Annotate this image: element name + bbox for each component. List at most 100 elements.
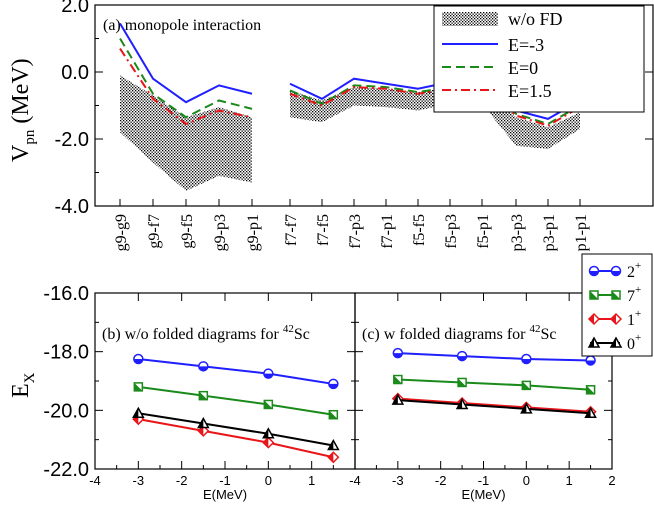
panel-a-monopole-chart: 2.0 0.0 -2.0 -4.0 g9-g9 g9-f7 g9-f5 g9-p3 g9-p1 f… (8, 0, 654, 251)
marker-circle-fill (521, 359, 531, 364)
marker-circle-fill (611, 271, 621, 276)
panel-c-series-line-2 (397, 352, 591, 362)
panel-b-ytick-label: -18.0 (43, 342, 89, 364)
panel-a-xtick-label: g9-f7 (146, 214, 163, 249)
panel-c-xtick-label: 0 (523, 473, 530, 488)
marker-diamond-fill (328, 452, 334, 463)
panel-a-series-line (119, 22, 253, 104)
marker-square-fill (612, 291, 620, 299)
panel-a-xtick-label: g9-p3 (212, 214, 229, 251)
panel-b-ytick-label: -16.0 (43, 283, 89, 305)
panel-a-ytick-label: 0.0 (61, 62, 89, 84)
panel-b-xtick-label: 0 (265, 473, 272, 488)
panel-a-xtick-label: g9-p1 (245, 214, 262, 251)
panel-a-title: (a) monopole interaction (103, 17, 261, 34)
panel-a-xtick-label: f7-f5 (315, 214, 332, 246)
marker-circle-fill (263, 373, 273, 379)
panel-a-band-wo-fd (290, 83, 580, 150)
panel-b-without-folded-chart: -4 -3 -2 -1 0 1 -16.0 -18.0 -20.0 -22.0 E(MeV) (b) … (8, 283, 356, 502)
marker-square-fill (590, 291, 598, 299)
panel-a-ytick-label: 2.0 (61, 0, 89, 17)
panel-c-xtick-label: 1 (566, 473, 573, 488)
marker-diamond-fill (263, 437, 269, 448)
panel-c-with-folded-chart: -4 -3 -2 -1 0 1 2 E(MeV) (c) w folded diagrams f… (349, 292, 616, 502)
marker-triangle-fill (328, 440, 334, 450)
panel-b-series-line-2 (138, 358, 334, 385)
marker-circle-fill (328, 383, 338, 389)
marker-square-fill (393, 375, 402, 384)
levels-legend-label: 7+ (627, 284, 641, 305)
levels-legend-label: 0+ (627, 332, 641, 353)
marker-square-fill (458, 378, 467, 387)
panel-b-series-line-0 (138, 412, 334, 447)
marker-square-fill (329, 410, 338, 419)
panel-b-ytick-label: -20.0 (43, 400, 89, 422)
marker-square-fill (199, 391, 208, 400)
panel-a-xtick-label: g9-g9 (113, 214, 130, 251)
legend-label-wo-fd: w/o FD (508, 9, 563, 29)
panel-c-series-line-7 (397, 378, 591, 391)
marker-diamond-fill (611, 314, 616, 324)
marker-circle-fill (198, 366, 208, 371)
panel-a-xtick-label: f5-p3 (443, 214, 460, 249)
marker-triangle-fill (521, 403, 527, 413)
marker-triangle-fill (457, 399, 463, 409)
panel-a-ylabel: Vpn(MeV) (8, 58, 38, 162)
marker-triangle-fill (611, 338, 616, 347)
marker-circle-fill (457, 356, 467, 361)
panel-b-xtick-label: -2 (176, 473, 188, 488)
marker-triangle-fill (589, 338, 594, 347)
marker-triangle-fill (198, 418, 204, 428)
legend-label-E=-3: E=-3 (508, 35, 544, 55)
panel-a-xtick-label: f5-f5 (411, 214, 428, 246)
marker-circle-fill (393, 353, 403, 358)
panel-c-xtick-label: -1 (478, 473, 490, 488)
panel-a-xtick-label: f5-p1 (475, 214, 492, 249)
marker-circle-fill (589, 271, 599, 276)
marker-circle-fill (133, 359, 143, 364)
panel-a-xtick-label: p3-p1 (541, 214, 558, 251)
panel-b-xtick-label: -3 (133, 473, 145, 488)
marker-square-fill (522, 381, 531, 390)
panel-b-ytick-label: -22.0 (43, 459, 89, 481)
panel-c-series-line-0 (397, 399, 591, 415)
legend-label-E=0: E=0 (508, 58, 538, 78)
panel-b-xtick-label: 1 (308, 473, 315, 488)
marker-triangle-fill (585, 408, 591, 418)
panel-a-xtick-label: f7-f7 (283, 214, 300, 246)
legend-label-E=1.5: E=1.5 (508, 81, 552, 101)
panel-a-ytick-label: -2.0 (55, 129, 89, 151)
panel-c-xtick-label: -2 (435, 473, 447, 488)
panel-c-xlabel: E(MeV) (461, 487, 505, 502)
panel-a-band-wo-fd (120, 75, 252, 191)
panel-a-xtick-label: g9-f5 (179, 214, 196, 249)
panel-a-ytick-label: -4.0 (55, 196, 89, 218)
marker-triangle-fill (392, 395, 398, 405)
panel-b-series-line-1 (138, 418, 334, 459)
panel-c-xtick-label: -4 (349, 473, 361, 488)
panel-c-title: (c) w folded diagrams for 42Sc (362, 323, 557, 343)
marker-diamond-fill (589, 314, 594, 324)
panel-b-series-line-7 (138, 385, 334, 416)
shared-legend-levels: 2+ 7+ 1+ 0+ (581, 253, 653, 357)
marker-circle-fill (586, 360, 596, 365)
panel-c-xtick-label: -3 (392, 473, 404, 488)
legend-swatch-wo-fd (442, 12, 498, 26)
panel-b-xtick-label: -4 (89, 473, 101, 488)
marker-triangle-fill (263, 428, 269, 438)
panel-c-xtick-label: 2 (608, 473, 615, 488)
levels-legend-label: 2+ (627, 260, 641, 281)
panel-b-xlabel: E(MeV) (203, 487, 247, 502)
panel-a-xtick-label: p3-p3 (509, 214, 526, 251)
marker-square-fill (586, 385, 595, 394)
marker-triangle-fill (133, 408, 139, 418)
panel-a-series-line (289, 84, 581, 127)
panel-b-xtick-label: -1 (219, 473, 231, 488)
marker-square-fill (134, 382, 143, 391)
panel-a-series-line (119, 37, 253, 119)
panel-a-xtick-label: f7-p3 (347, 214, 364, 249)
panel-b-title: (b) w/o folded diagrams for 42Sc (102, 323, 310, 343)
panel-a-xtick-label: f7-p1 (379, 214, 396, 249)
marker-square-fill (264, 400, 273, 409)
